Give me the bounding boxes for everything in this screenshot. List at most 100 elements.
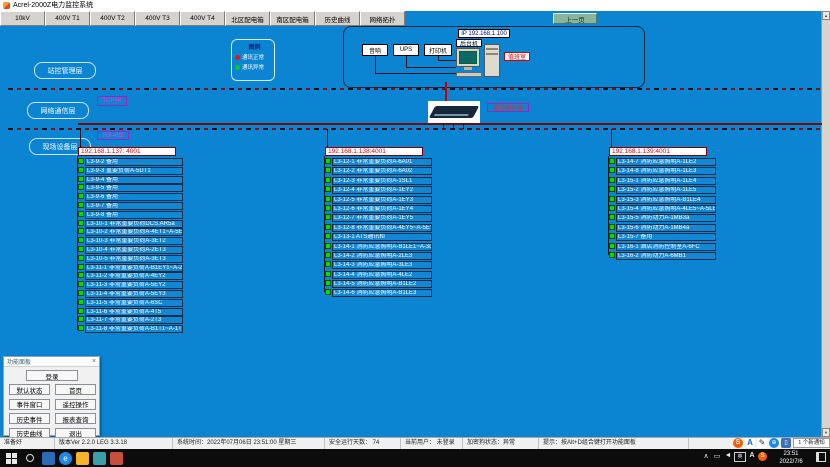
device-button[interactable]: L3-9-2 备用 (85, 158, 183, 166)
device-button[interactable]: L3-10-4 非常重要负荷A-2ET3 (85, 245, 183, 254)
taskbar-app-2[interactable]: e (59, 451, 72, 465)
panel-button[interactable]: 首页 (55, 384, 96, 395)
panel-button[interactable]: 默认状态 (9, 384, 50, 395)
device-button[interactable]: L3-9-4 备用 (85, 175, 183, 184)
device-button[interactable]: L3-15-1 消防应急照明A-1LE4 (616, 176, 716, 185)
page-tab[interactable]: 南区配电箱 (270, 11, 315, 26)
search-icon[interactable] (24, 451, 36, 465)
page-tab[interactable]: 400V T1 (45, 11, 90, 26)
device-button[interactable]: L3-11-6 非常重要负荷A-4T5 (85, 307, 183, 316)
panel-button[interactable]: 遥控操作 (55, 398, 96, 410)
language-a-icon[interactable]: A (749, 452, 755, 459)
taskbar-clock[interactable]: 23:51 2022/7/6 (772, 450, 810, 466)
gateway-ip-header: 192.168.1.137: 4001 (78, 147, 176, 156)
close-icon[interactable]: × (91, 358, 96, 365)
page-tab[interactable]: 400V T2 (90, 11, 135, 26)
start-button[interactable] (4, 451, 18, 465)
panel-button[interactable]: 事件窗口 (9, 398, 50, 410)
sogou-icon[interactable]: S (733, 438, 743, 448)
device-button[interactable]: L3-11-5 非常重要负荷A-6SC (85, 298, 183, 307)
device-button[interactable]: L3-11-8 非常重要负荷A-B1T1~A-1T1 (85, 325, 183, 334)
scroll-down-icon[interactable]: ▼ (822, 428, 830, 437)
page-tab[interactable]: 400V T4 (180, 11, 225, 26)
device-button[interactable]: L3-11-3 非常重要负荷A-5EY2 (85, 281, 183, 290)
device-button[interactable]: L3-13-1 ATS通讯柜 (332, 233, 432, 242)
device-button[interactable]: L3-11-4 非常重要负荷A-5EY3 (85, 289, 183, 298)
page-tab[interactable]: 10kV (0, 11, 45, 26)
mic-icon[interactable]: ▯ (781, 438, 791, 448)
device-button[interactable]: L3-11-7 非常重要负荷A-2T3 (85, 316, 183, 325)
page-tab[interactable]: 历史曲线 (315, 11, 360, 26)
status-indicator (325, 195, 331, 202)
device-button[interactable]: L3-14-1 消防应急照明A-B1LE1~A-3LE3 (332, 242, 432, 251)
taskbar-app-4[interactable] (93, 451, 106, 465)
taskbar-app-3[interactable] (76, 451, 89, 465)
ime-indicator[interactable]: 英 (734, 452, 746, 462)
device-button[interactable]: L3-11-2 非常重要负荷A-4EY2 (85, 272, 183, 281)
tray-chevron-icon[interactable]: ∧ (703, 453, 709, 460)
page-tab[interactable]: 网络拓扑 (360, 11, 405, 26)
device-button[interactable]: L3-15-4 消防应急照明A-4LE5~A-5LE5 (616, 204, 716, 213)
previous-page-button[interactable]: 上一页 (553, 13, 597, 24)
scroll-up-icon[interactable]: ▲ (822, 11, 830, 20)
device-button[interactable]: L3-12-3 非常重要负荷A-1SL1 (332, 176, 432, 185)
device-button[interactable]: L3-9-5 备用 (85, 184, 183, 193)
device-button[interactable]: L3-15-6 消防动力A-1MB4a (616, 223, 716, 232)
device-button[interactable]: L3-16-2 消防动力A-6MB1 (616, 251, 716, 260)
panel-button[interactable]: 报表查询 (55, 413, 96, 424)
device-row: L3-11-8 非常重要负荷A-B1T1~A-1T1 (78, 325, 183, 334)
device-button[interactable]: L3-14-6 消防应急照明A-B1LE3 (332, 289, 432, 298)
device-button[interactable]: L3-15-7 备用 (616, 233, 716, 242)
panel-button[interactable]: 历史事件 (9, 413, 50, 424)
status-indicator (78, 272, 84, 279)
pen-icon[interactable]: ✎ (757, 438, 767, 448)
page-tab[interactable]: 北区配电箱 (225, 11, 270, 26)
device-button[interactable]: L3-10-3 非常重要负荷A-3ET2 (85, 237, 183, 246)
app-icon (42, 451, 55, 465)
status-indicator (78, 193, 84, 200)
window-titlebar: Acrel-2000Z电力监控系统 (0, 0, 830, 11)
device-button[interactable]: L3-16-1 酒店消防控制室A-6FC (616, 242, 716, 251)
taskbar-app-5[interactable] (110, 451, 123, 465)
device-button[interactable]: L3-10-2 非常重要负荷A-4ET1~A-5ET1 (85, 228, 183, 237)
login-button[interactable]: 登录 (26, 370, 78, 381)
speaker-icon[interactable]: ◄ (724, 452, 732, 459)
device-button[interactable]: L3-14-2 消防应急照明A-2LE3 (332, 251, 432, 260)
device-row: L3-11-5 非常重要负荷A-6SC (78, 298, 183, 308)
device-button[interactable]: L3-14-3 消防应急照明A-3LE3 (332, 261, 432, 270)
device-button[interactable]: L3-9-8 备用 (85, 210, 183, 219)
device-button[interactable]: L3-11-1 非常重要负荷A-B1EY1~A-2EY1 (85, 263, 183, 272)
globe-icon[interactable]: ⊕ (769, 438, 779, 448)
vertical-scrollbar[interactable]: ▲ ▼ (821, 11, 830, 437)
device-button[interactable]: L3-12-8 非常重要负荷A-4EY5~A-5EY5 (332, 223, 432, 232)
device-button[interactable]: L3-12-2 非常重要负荷A-6A02 (332, 167, 432, 176)
device-button[interactable]: L3-14-8 消防应急照明A-1LE3 (616, 167, 716, 176)
device-button[interactable]: L3-10-1 非常重要负荷DCS.AR5a (85, 219, 183, 228)
language-mode-icon[interactable]: A (745, 438, 755, 448)
device-button[interactable]: L3-12-1 非常重要负荷A-6A01 (332, 158, 432, 166)
device-button[interactable]: L3-9-7 备用 (85, 201, 183, 210)
device-button[interactable]: L3-15-2 消防应急照明A-1LE5 (616, 186, 716, 195)
device-button[interactable]: L3-15-3 消防应急照明A-B1LE4 (616, 195, 716, 204)
device-row: L3-14-8 消防应急照明A-1LE3 (609, 167, 716, 176)
device-button[interactable]: L3-15-5 消防动力A-1MB3a (616, 214, 716, 223)
action-center-icon[interactable] (816, 452, 826, 462)
device-button[interactable]: L3-12-4 非常重要负荷A-1EY2 (332, 186, 432, 195)
device-button[interactable]: L3-14-5 消防应急照明A-B1LE2 (332, 280, 432, 289)
status-indicator (78, 245, 84, 252)
sogou-tray-icon[interactable]: S (758, 452, 767, 461)
device-row: L3-16-2 消防动力A-6MB1 (609, 251, 716, 261)
device-row: L3-9-4 备用 (78, 175, 183, 185)
network-icon[interactable]: ▭ (713, 453, 721, 460)
page-tab[interactable]: 400V T3 (135, 11, 180, 26)
device-button[interactable]: L3-14-7 消防应急照明A-1LE2 (616, 158, 716, 166)
device-button[interactable]: L3-9-3 重要负荷A-5DT1 (85, 166, 183, 175)
taskbar-app-1[interactable] (42, 451, 55, 465)
notification-toast[interactable]: 1 个新通知 (793, 438, 830, 448)
device-button[interactable]: L3-9-6 备用 (85, 193, 183, 202)
device-button[interactable]: L3-12-7 非常重要负荷A-1EY5 (332, 214, 432, 223)
device-button[interactable]: L3-10-5 非常重要负荷A-3ET3 (85, 254, 183, 263)
device-button[interactable]: L3-12-5 非常重要负荷A-1EY3 (332, 195, 432, 204)
device-button[interactable]: L3-12-6 非常重要负荷A-1EY4 (332, 204, 432, 213)
device-button[interactable]: L3-14-4 消防应急照明A-4LE2 (332, 270, 432, 279)
